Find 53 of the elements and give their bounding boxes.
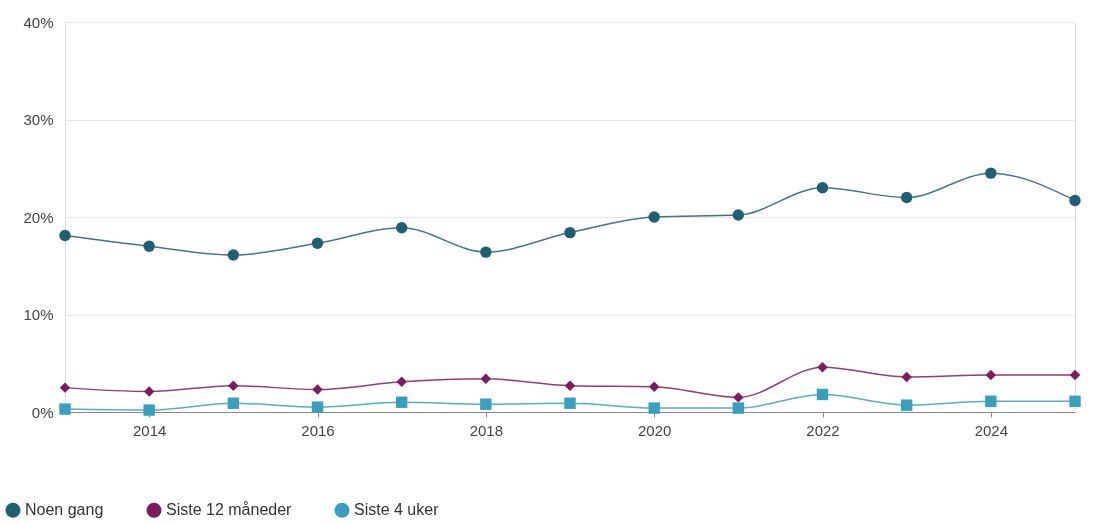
point <box>564 380 576 391</box>
y-tick-label: 0% <box>31 403 54 421</box>
point <box>59 382 71 393</box>
legend-label: Noen gang <box>25 501 104 519</box>
point <box>395 396 408 408</box>
point <box>1069 395 1081 407</box>
point <box>480 398 492 410</box>
point <box>648 381 660 392</box>
y-tick-label: 20% <box>23 208 54 226</box>
point <box>733 392 744 403</box>
y-tick-label: 40% <box>23 13 54 31</box>
point <box>564 397 576 409</box>
point <box>1069 369 1081 381</box>
point <box>311 237 324 250</box>
point <box>732 209 745 221</box>
point <box>59 229 71 242</box>
point <box>480 373 492 385</box>
point <box>480 246 492 258</box>
point <box>816 388 829 401</box>
point <box>985 395 997 407</box>
point <box>985 369 997 381</box>
point <box>1069 194 1081 207</box>
point <box>143 386 155 397</box>
x-tick-label: 2020 <box>637 421 672 439</box>
point <box>564 226 576 239</box>
point <box>143 404 155 416</box>
point <box>900 399 913 411</box>
point <box>648 211 660 223</box>
point <box>311 401 324 413</box>
point <box>312 384 323 395</box>
point <box>227 249 240 261</box>
point <box>227 397 240 409</box>
y-tick-label: 30% <box>23 111 54 128</box>
point <box>395 222 408 234</box>
point <box>985 167 997 179</box>
point <box>732 402 745 414</box>
legend-label: Siste 12 måneder <box>166 501 293 519</box>
point <box>900 191 913 204</box>
point <box>648 402 660 414</box>
x-tick-label: 2014 <box>132 421 167 439</box>
x-tick-label: 2016 <box>301 421 335 439</box>
point <box>143 240 155 252</box>
point <box>817 361 828 373</box>
x-tick-label: 2022 <box>806 421 840 439</box>
y-tick-label: 10% <box>23 306 54 323</box>
legend-label: Siste 4 uker <box>354 501 440 519</box>
point <box>396 376 407 388</box>
point <box>59 403 71 415</box>
point <box>816 182 829 194</box>
point <box>901 371 912 383</box>
point <box>228 380 239 391</box>
x-tick-label: 2018 <box>469 421 504 439</box>
x-tick-label: 2024 <box>974 421 1009 439</box>
